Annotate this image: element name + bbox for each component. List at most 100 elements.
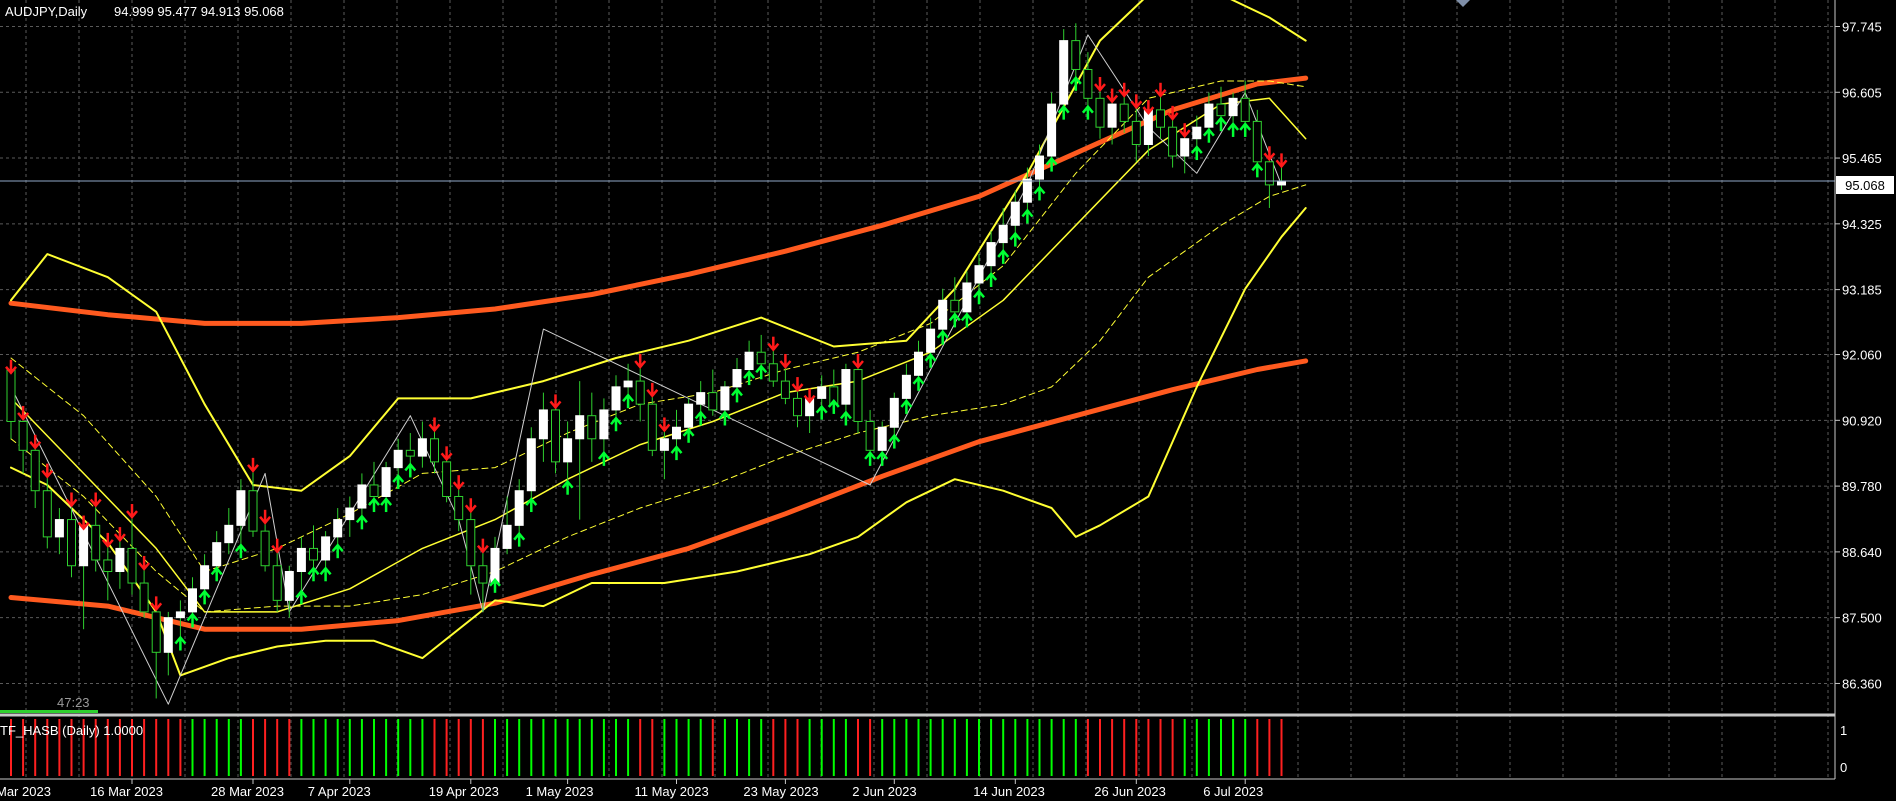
bear-candle: [91, 524, 101, 561]
arrow-down-icon: [77, 515, 90, 531]
arrow-down-icon: [113, 527, 126, 543]
arrow-up-icon: [936, 329, 949, 345]
bull-candle: [212, 542, 222, 567]
arrow-up-icon: [1021, 208, 1034, 224]
arrow-down-icon: [428, 417, 441, 433]
bear-candle: [1119, 103, 1129, 122]
bull-candle: [659, 438, 669, 451]
arrow-down-icon: [549, 394, 562, 410]
bull-candle: [901, 374, 911, 399]
arrow-down-icon: [89, 492, 102, 508]
arrow-down-icon: [634, 354, 647, 369]
arrow-down-icon: [1178, 123, 1191, 139]
arrow-up-icon: [186, 612, 199, 628]
bear-candle: [1264, 161, 1274, 186]
arrow-up-icon: [1069, 75, 1082, 91]
bear-candle: [950, 299, 960, 313]
arrow-up-icon: [948, 312, 961, 328]
arrow-down-icon: [767, 336, 780, 352]
arrow-up-icon: [900, 398, 913, 414]
bull-candle: [54, 519, 64, 538]
bull-candle: [1180, 138, 1190, 157]
bear-candle: [248, 490, 258, 532]
bull-candle: [526, 438, 536, 492]
arrow-down-icon: [646, 382, 659, 398]
bull-candle: [914, 351, 923, 376]
arrow-up-icon: [985, 272, 998, 287]
bull-candle: [986, 242, 996, 267]
arrow-up-icon: [380, 497, 393, 513]
bear-candle: [756, 351, 766, 365]
arrow-down-icon: [803, 388, 816, 404]
bull-candle: [841, 369, 851, 405]
arrow-up-icon: [513, 531, 526, 547]
bear-candle: [139, 582, 149, 613]
bear-candle: [1071, 40, 1081, 70]
price-axis[interactable]: 97.745 96.605 95.465 94.325 93.185 92.060 90.9…: [1835, 19, 1882, 691]
time-axis[interactable]: Mar 2023 16 Mar 2023 28 Mar 2023 7 Apr 2023…: [0, 779, 1263, 799]
bear-candle: [369, 484, 379, 497]
arrow-up-icon: [489, 577, 501, 593]
arrow-up-icon: [1009, 231, 1022, 247]
arrow-down-icon: [1166, 105, 1179, 121]
date-tick-label: 23 May 2023: [743, 784, 818, 799]
arrow-up-icon: [839, 410, 852, 426]
bear-candle: [647, 403, 657, 451]
signal-arrows: [5, 75, 1288, 651]
timer-bar: [0, 710, 98, 713]
price-tick-label: 90.920: [1842, 413, 1882, 428]
date-tick-label: 1 May 2023: [526, 784, 594, 799]
bear-candle: [466, 519, 476, 567]
bull-candle: [79, 524, 89, 567]
arrow-up-icon: [234, 543, 247, 559]
bull-candle: [284, 571, 294, 601]
bull-candle: [200, 565, 210, 590]
bull-candle: [1204, 103, 1214, 128]
bear-candle: [127, 547, 137, 584]
arrow-down-icon: [150, 596, 163, 612]
bear-candle: [1095, 97, 1105, 128]
bull-candle: [889, 397, 899, 428]
arrow-down-icon: [440, 446, 453, 462]
bull-candle: [296, 547, 306, 573]
bull-candle: [236, 490, 246, 526]
arrow-up-icon: [174, 635, 187, 651]
bull-candle: [502, 524, 512, 549]
sub-tick-0: 0: [1840, 760, 1847, 775]
bear-candle: [6, 369, 16, 422]
bull-candle: [514, 490, 524, 526]
bull-candle: [1228, 97, 1238, 117]
price-tick-label: 95.465: [1842, 151, 1882, 166]
scroll-marker-icon[interactable]: [1456, 0, 1470, 7]
envelope-lower-line: [10, 184, 1307, 613]
bull-candle: [744, 351, 754, 371]
arrow-up-icon: [743, 370, 756, 386]
bull-candle: [490, 547, 500, 584]
arrow-up-icon: [368, 497, 380, 513]
bear-candle: [442, 461, 452, 497]
bear-candle: [67, 519, 76, 567]
arrow-down-icon: [452, 475, 465, 491]
arrow-up-icon: [997, 248, 1010, 264]
arrow-up-icon: [307, 566, 320, 582]
bull-candle: [1035, 155, 1044, 180]
arrow-down-icon: [791, 377, 804, 393]
bull-candle: [1022, 178, 1032, 203]
arrow-up-icon: [1033, 185, 1046, 201]
bear-candle: [1156, 109, 1165, 128]
bull-candle: [1277, 180, 1286, 186]
arrow-up-icon: [1057, 104, 1070, 120]
arrow-down-icon: [65, 492, 78, 508]
bear-candle: [1083, 68, 1093, 99]
bull-candle: [188, 588, 197, 613]
bear-candle: [551, 409, 560, 463]
arrow-up-icon: [718, 410, 731, 426]
arrow-down-icon: [126, 504, 138, 519]
date-tick-label: 19 Apr 2023: [429, 784, 499, 799]
arrow-down-icon: [1263, 146, 1276, 162]
bull-candle: [1143, 109, 1153, 145]
arrow-up-icon: [1202, 127, 1215, 143]
bear-candle: [865, 420, 875, 451]
bull-candle: [877, 426, 887, 451]
